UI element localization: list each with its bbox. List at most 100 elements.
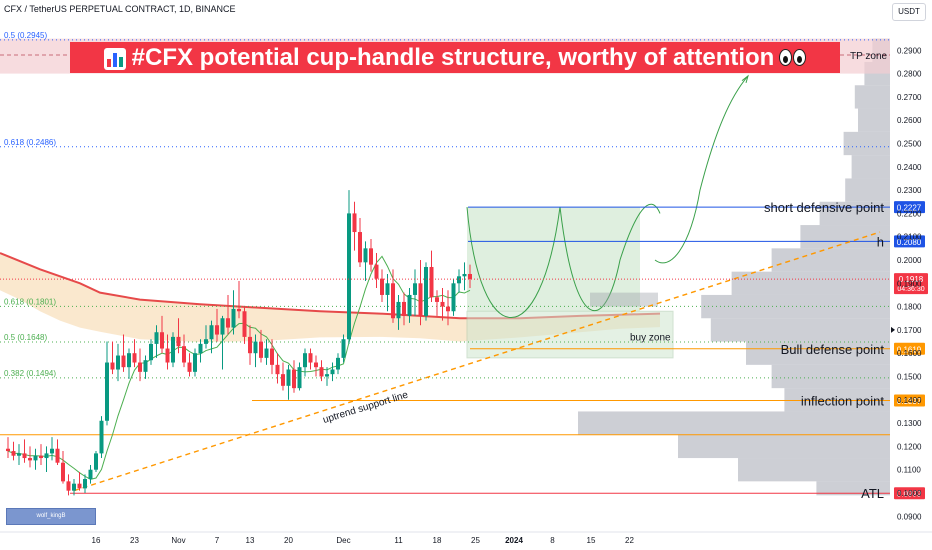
key-level-label: ATL [861, 486, 884, 501]
candle-body [457, 276, 461, 284]
y-tick-label: 0.2400 [897, 163, 922, 172]
eyes-icon [778, 43, 807, 73]
volume-profile-bar [843, 131, 890, 156]
price-axis: 0.2900 0.2800 0.2700 0.2600 0.2500 0.2400 0.23… [891, 46, 922, 521]
author-watermark: wolf_kingB [6, 508, 96, 525]
projection-path [654, 75, 749, 264]
candle-body [424, 266, 428, 316]
candle-body [66, 481, 71, 491]
candle-body [242, 311, 247, 337]
headline-text: #CFX potential cup-handle structure, wor… [131, 44, 775, 71]
candle-body [292, 369, 296, 389]
candle-body [94, 453, 98, 470]
y-tick-label: 0.1200 [897, 442, 922, 451]
last-price-text: 0.1918 [899, 275, 924, 284]
volume-profile-bar [738, 458, 890, 482]
candle-body [226, 318, 230, 328]
candle-body [99, 420, 104, 454]
price-tag [894, 342, 925, 355]
candle-body [281, 374, 285, 386]
y-tick-label: 0.2900 [897, 46, 922, 55]
candle-body [105, 362, 109, 421]
y-tick-label: 0.1500 [897, 373, 922, 382]
candle-body [198, 343, 203, 354]
price-tag-text: 0.2227 [897, 204, 922, 213]
price-tag [894, 487, 925, 500]
volume-profile-bar [771, 364, 890, 389]
x-tick-label: 13 [246, 536, 255, 545]
candle-body [462, 273, 467, 277]
candle-body [303, 353, 307, 368]
candle-body [220, 318, 225, 335]
candle-body [22, 453, 27, 459]
y-tick-label: 0.1800 [897, 303, 922, 312]
candle-body [83, 479, 87, 489]
candle-body [193, 353, 197, 372]
x-tick-label: 18 [433, 536, 442, 545]
candle-body [429, 266, 434, 298]
price-tag-text: 0.0999 [897, 490, 922, 499]
candle-body [176, 336, 181, 347]
currency-button[interactable]: USDT [892, 3, 926, 21]
price-tag-text: 0.1619 [897, 345, 922, 354]
volume-profile-bar [701, 294, 890, 319]
y-tick-label: 0.1900 [897, 279, 922, 288]
buy-zone-label: buy zone [630, 332, 671, 343]
y-tick-label: 0.1700 [897, 326, 922, 335]
candle-body [275, 364, 280, 375]
price-tag-text: 0.2080 [897, 238, 922, 247]
y-tick-label: 0.2700 [897, 93, 922, 102]
y-tick-label: 0.2300 [897, 186, 922, 195]
candle-body [61, 462, 65, 482]
candle-body [231, 308, 236, 328]
candle-body [402, 301, 406, 316]
time-axis: 16 23 Nov 7 13 20 Dec 11 18 25 2024 8 15 22 [0, 531, 932, 545]
fib-level-label: 0.618 (0.2486) [4, 138, 56, 147]
key-levels: short defensive point 0.2227 h 0.2080 Bull d… [70, 200, 925, 501]
key-level-label: inflection point [801, 393, 884, 408]
candles [6, 190, 472, 496]
candle-body [352, 213, 357, 233]
candle-body [336, 357, 340, 370]
candle-body [160, 332, 164, 349]
fib-level-label: 0.618 (0.1801) [4, 297, 56, 306]
symbol-title[interactable]: CFX / TetherUS PERPETUAL CONTRACT, 1D, B… [4, 4, 236, 14]
x-tick-label: Nov [171, 536, 185, 545]
candle-body [253, 341, 258, 354]
cup-curve [466, 207, 561, 318]
price-tag [894, 235, 925, 248]
candle-body [330, 369, 335, 375]
candle-body [374, 264, 379, 279]
candle-body [215, 325, 219, 335]
x-tick-label: 20 [284, 536, 293, 545]
y-tick-label: 0.2000 [897, 256, 922, 265]
candle-body [204, 339, 208, 344]
volume-profile-bar [678, 434, 890, 459]
x-tick-label: 23 [130, 536, 139, 545]
y-tick-label: 0.1000 [897, 489, 922, 498]
candle-body [6, 448, 10, 452]
candle-body [391, 283, 395, 319]
axis-marker-icon [891, 326, 895, 333]
candle-body [314, 362, 318, 368]
candle-body [341, 339, 346, 358]
key-level-label: Bull defense point [781, 342, 885, 357]
candle-body [39, 455, 43, 459]
candle-body [286, 369, 291, 386]
price-tag [894, 394, 925, 407]
candle-body [50, 448, 54, 454]
volume-profile-bar [746, 341, 890, 365]
last-price-tag [894, 273, 928, 295]
candle-body [237, 308, 241, 312]
uptrend-support-line [73, 231, 881, 492]
y-tick-label: 0.2100 [897, 233, 922, 242]
x-tick-label: 16 [92, 536, 101, 545]
x-tick-label: 22 [625, 536, 634, 545]
candle-body [363, 248, 368, 263]
volume-profile-bar [731, 271, 890, 295]
candle-body [127, 353, 131, 368]
tp-zone-label: TP zone [850, 51, 887, 62]
y-tick-label: 0.2600 [897, 116, 922, 125]
candle-body [44, 453, 49, 459]
